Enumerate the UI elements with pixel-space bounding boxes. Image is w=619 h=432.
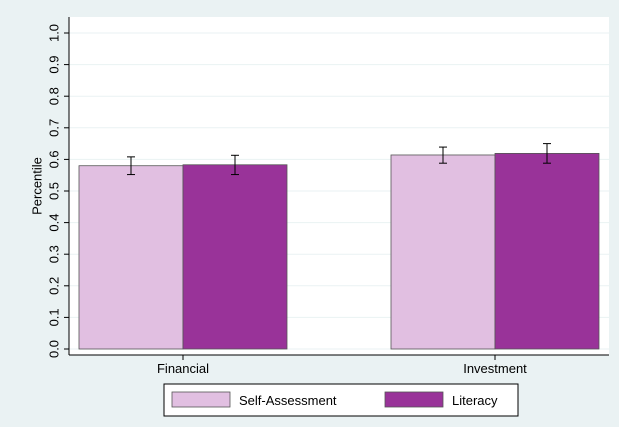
bars [78,152,600,350]
legend-label: Literacy [452,393,498,408]
x-tick-label: Financial [157,361,209,376]
error-bar [543,143,551,164]
bar-literacy-investment [494,152,600,350]
y-tick-label: 0.9 [47,56,62,74]
y-tick-label: 0.2 [47,277,62,295]
legend-swatch [384,391,444,408]
y-tick-label: 0.1 [47,308,62,326]
legend-label: Self-Assessment [239,393,337,408]
legend: Self-Assessment Literacy [163,383,519,417]
error-bar [439,146,447,164]
error-bar [231,154,239,176]
y-tick-label: 0.3 [47,245,62,263]
y-axis-title: Percentile [30,157,45,215]
legend-swatch [171,391,231,408]
x-tick-label: Investment [463,361,527,376]
y-tick-label: 0.6 [47,150,62,168]
y-tick-label: 0.8 [47,87,62,105]
y-tick-label: 0.4 [47,214,62,232]
axes: 0.0 0.1 0.2 0.3 0.4 0.5 0.6 0.7 0.8 0.9 1.0 Financi… [47,17,609,376]
y-tick-label: 0.5 [47,182,62,200]
bar-self-assessment-investment [390,154,496,350]
y-tick-label: 0.7 [47,119,62,137]
y-tick-label: 0.0 [47,340,62,358]
error-bars [127,143,551,176]
error-bar [127,156,135,176]
bar-self-assessment-financial [78,165,184,350]
y-tick-label: 1.0 [47,24,62,42]
bar-literacy-financial [182,164,288,350]
